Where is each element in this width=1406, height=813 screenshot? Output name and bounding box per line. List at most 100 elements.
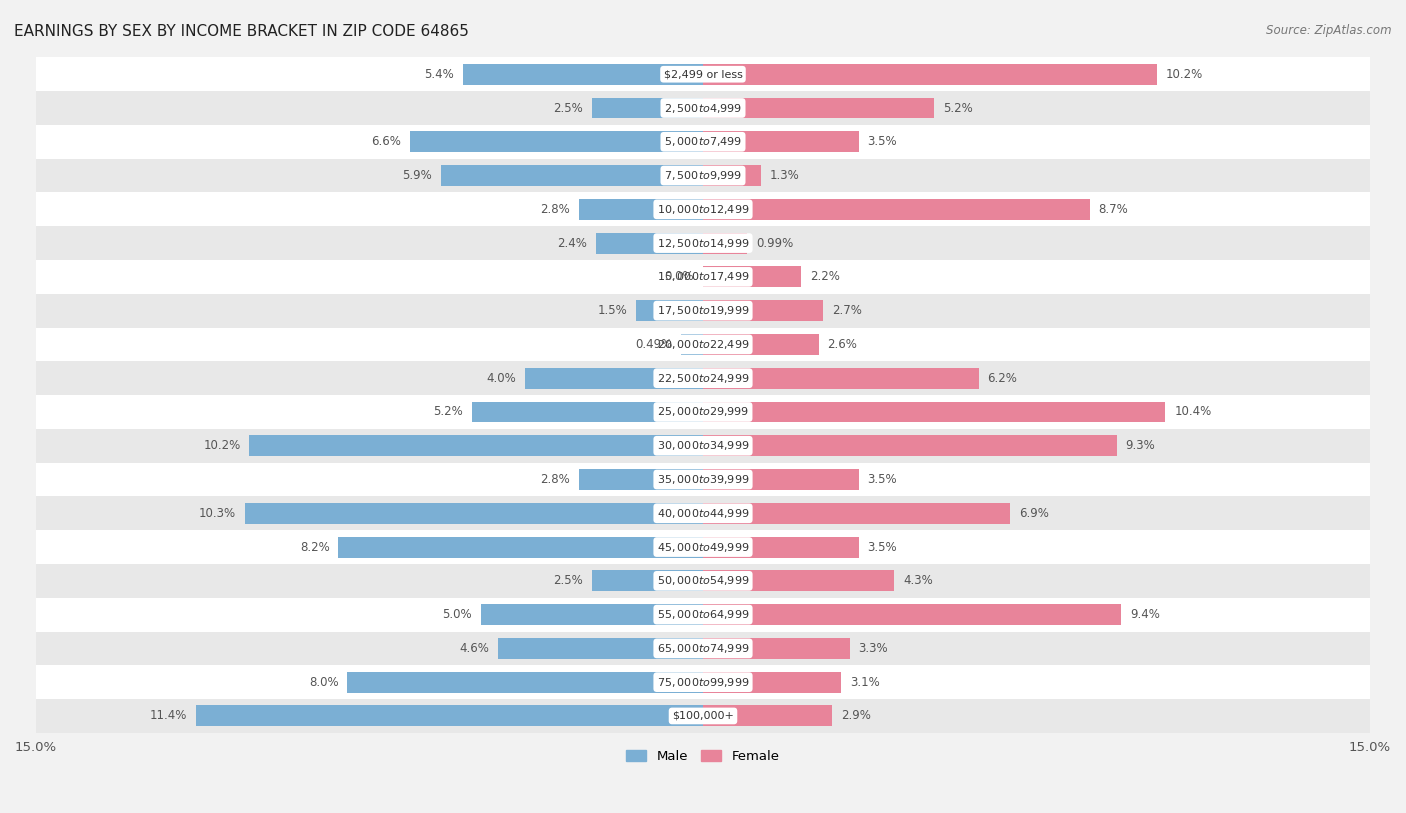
Bar (37, 699, 1369, 733)
Bar (440, 165, 703, 186)
Bar (682, 334, 703, 355)
Text: 6.2%: 6.2% (987, 372, 1018, 385)
Text: 2.5%: 2.5% (553, 574, 583, 587)
Text: $25,000 to $29,999: $25,000 to $29,999 (657, 406, 749, 419)
Text: 0.99%: 0.99% (756, 237, 793, 250)
Text: $5,000 to $7,499: $5,000 to $7,499 (664, 135, 742, 148)
Bar (195, 706, 703, 726)
Bar (703, 334, 818, 355)
Bar (37, 429, 1369, 463)
Text: 1.3%: 1.3% (769, 169, 800, 182)
Bar (703, 571, 894, 591)
Text: 6.6%: 6.6% (371, 135, 401, 148)
Text: Source: ZipAtlas.com: Source: ZipAtlas.com (1267, 24, 1392, 37)
Bar (703, 367, 979, 389)
Bar (37, 361, 1369, 395)
Bar (578, 469, 703, 490)
Bar (37, 395, 1369, 429)
Text: $65,000 to $74,999: $65,000 to $74,999 (657, 642, 749, 655)
Bar (526, 367, 703, 389)
Text: $10,000 to $12,499: $10,000 to $12,499 (657, 202, 749, 215)
Bar (703, 435, 1116, 456)
Text: 4.6%: 4.6% (460, 642, 489, 655)
Text: 5.0%: 5.0% (441, 608, 472, 621)
Text: 4.3%: 4.3% (903, 574, 932, 587)
Text: 3.3%: 3.3% (859, 642, 889, 655)
Text: 11.4%: 11.4% (150, 710, 187, 723)
Text: 2.2%: 2.2% (810, 271, 839, 284)
Bar (703, 165, 761, 186)
Text: 2.8%: 2.8% (540, 202, 569, 215)
Bar (703, 672, 841, 693)
Bar (409, 132, 703, 152)
Bar (703, 638, 849, 659)
Bar (703, 98, 934, 119)
Bar (347, 672, 703, 693)
Text: $2,500 to $4,999: $2,500 to $4,999 (664, 102, 742, 115)
Text: 8.2%: 8.2% (299, 541, 329, 554)
Text: 2.6%: 2.6% (828, 338, 858, 351)
Bar (37, 91, 1369, 125)
Text: 3.1%: 3.1% (849, 676, 880, 689)
Text: $40,000 to $44,999: $40,000 to $44,999 (657, 506, 749, 520)
Bar (37, 58, 1369, 91)
Text: 1.5%: 1.5% (598, 304, 627, 317)
Bar (37, 293, 1369, 328)
Text: 8.7%: 8.7% (1098, 202, 1129, 215)
Text: $45,000 to $49,999: $45,000 to $49,999 (657, 541, 749, 554)
Bar (339, 537, 703, 558)
Text: 3.5%: 3.5% (868, 473, 897, 486)
Text: $2,499 or less: $2,499 or less (664, 69, 742, 79)
Text: 0.49%: 0.49% (636, 338, 672, 351)
Bar (703, 604, 1121, 625)
Text: 2.8%: 2.8% (540, 473, 569, 486)
Bar (703, 63, 1157, 85)
Text: 2.5%: 2.5% (553, 102, 583, 115)
Legend: Male, Female: Male, Female (621, 745, 785, 768)
Text: 5.9%: 5.9% (402, 169, 432, 182)
Text: 10.2%: 10.2% (204, 439, 240, 452)
Bar (37, 598, 1369, 632)
Bar (481, 604, 703, 625)
Bar (37, 463, 1369, 497)
Bar (703, 402, 1166, 423)
Bar (499, 638, 703, 659)
Text: 5.2%: 5.2% (943, 102, 973, 115)
Bar (592, 98, 703, 119)
Bar (37, 497, 1369, 530)
Bar (703, 132, 859, 152)
Text: $55,000 to $64,999: $55,000 to $64,999 (657, 608, 749, 621)
Text: 3.5%: 3.5% (868, 541, 897, 554)
Text: 9.3%: 9.3% (1125, 439, 1156, 452)
Text: 4.0%: 4.0% (486, 372, 516, 385)
Bar (37, 260, 1369, 293)
Text: $30,000 to $34,999: $30,000 to $34,999 (657, 439, 749, 452)
Bar (37, 193, 1369, 226)
Text: 0.0%: 0.0% (665, 271, 695, 284)
Text: 6.9%: 6.9% (1019, 506, 1049, 520)
Bar (37, 632, 1369, 665)
Bar (37, 159, 1369, 193)
Text: $17,500 to $19,999: $17,500 to $19,999 (657, 304, 749, 317)
Text: $35,000 to $39,999: $35,000 to $39,999 (657, 473, 749, 486)
Bar (463, 63, 703, 85)
Text: $20,000 to $22,499: $20,000 to $22,499 (657, 338, 749, 351)
Bar (37, 328, 1369, 361)
Text: 10.2%: 10.2% (1166, 67, 1202, 80)
Text: 2.4%: 2.4% (558, 237, 588, 250)
Text: 5.2%: 5.2% (433, 406, 463, 419)
Text: $15,000 to $17,499: $15,000 to $17,499 (657, 271, 749, 284)
Text: 5.4%: 5.4% (425, 67, 454, 80)
Text: 2.7%: 2.7% (832, 304, 862, 317)
Bar (37, 125, 1369, 159)
Bar (703, 502, 1010, 524)
Text: 3.5%: 3.5% (868, 135, 897, 148)
Bar (578, 199, 703, 220)
Bar (703, 706, 832, 726)
Text: 10.3%: 10.3% (200, 506, 236, 520)
Bar (592, 571, 703, 591)
Text: 2.9%: 2.9% (841, 710, 870, 723)
Text: EARNINGS BY SEX BY INCOME BRACKET IN ZIP CODE 64865: EARNINGS BY SEX BY INCOME BRACKET IN ZIP… (14, 24, 470, 39)
Text: $100,000+: $100,000+ (672, 711, 734, 721)
Bar (472, 402, 703, 423)
